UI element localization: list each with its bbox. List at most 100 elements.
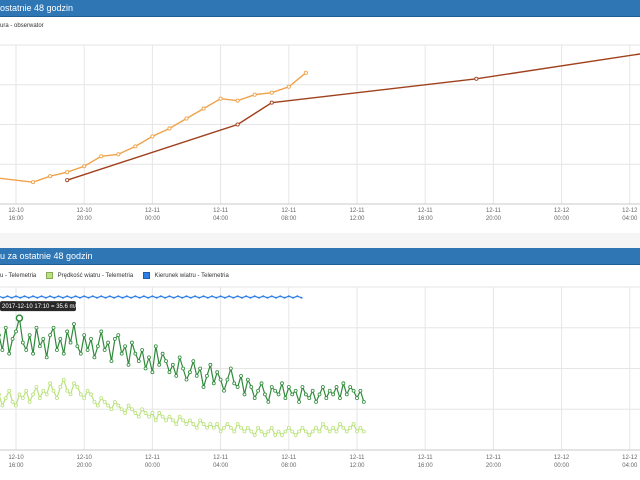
tooltip: 2017-12-10 17:10 = 35.6 m/s [0, 301, 79, 312]
gust-point [37, 344, 42, 349]
wind-legend[interactable]: u - Telemetria Prędkość wiatru - Telemet… [0, 272, 237, 279]
x-tick-date: 12-11 [418, 455, 434, 461]
gust-point [242, 392, 247, 397]
gust-point [215, 370, 220, 375]
speed-point [92, 399, 97, 404]
gust-point [44, 355, 49, 360]
gust-point [327, 388, 332, 393]
speed-point [297, 429, 301, 434]
direction-point [219, 295, 222, 298]
direction-point [108, 295, 111, 298]
speed-point [290, 429, 295, 434]
x-tick-time: 00:00 [145, 216, 161, 222]
temperature-panel-title: ostatnie 48 godzin [0, 3, 74, 13]
x-tick-date: 12-10 [77, 208, 93, 214]
speed-point [232, 429, 237, 434]
direction-point [228, 295, 231, 298]
x-tick-time: 20:00 [77, 216, 93, 222]
x-tick-time: 00:00 [554, 463, 570, 469]
speed-point [61, 377, 66, 382]
direction-point [211, 295, 214, 298]
series-point-0 [116, 152, 121, 157]
series-point-0 [30, 180, 36, 185]
direction-point [61, 296, 64, 299]
wind-chart[interactable]: 12-10 16:00 12-10 20:00 12-11 00:00 12-11 04:00… [0, 265, 640, 480]
speed-point [147, 414, 151, 419]
gust-point [109, 359, 114, 363]
direction-point [142, 295, 145, 298]
temperature-chart[interactable]: 12-10 16:00 12-10 20:00 12-11 00:00 12-11 04:00… [0, 17, 640, 233]
gust-point [58, 336, 63, 341]
x-tick-date: 12-11 [281, 208, 297, 214]
x-tick-time: 20:00 [486, 216, 502, 222]
gust-point [324, 396, 329, 401]
direction-point [49, 295, 52, 298]
temperature-legend-item[interactable]: ura - obserwator [0, 23, 44, 29]
gust-point [10, 336, 15, 341]
speed-point [177, 414, 182, 419]
wind-legend-item-direction[interactable]: Kierunek wiatru - Telemetria [142, 272, 229, 279]
series-point-0 [252, 92, 257, 97]
series-point-1 [235, 122, 240, 127]
x-tick-time: 08:00 [281, 463, 297, 469]
gust-point [136, 359, 141, 363]
direction-point [240, 296, 243, 299]
speed-point [351, 422, 356, 426]
x-tick-date: 12-11 [350, 455, 366, 461]
speed-point [358, 425, 363, 430]
gust-point [24, 348, 29, 352]
direction-point [2, 296, 5, 299]
speed-point [58, 385, 63, 389]
x-tick-time: 04:00 [213, 216, 229, 222]
speed-point [348, 425, 353, 430]
x-tick-time: 20:00 [486, 463, 502, 469]
speed-point [126, 403, 131, 408]
direction-point [6, 295, 9, 298]
speed-point [48, 381, 52, 386]
direction-point [138, 296, 141, 299]
x-tick-time: 00:00 [145, 463, 161, 469]
speed-point [143, 411, 148, 415]
gust-point [78, 351, 83, 356]
speed-swatch [45, 272, 53, 279]
speed-point [133, 411, 138, 415]
direction-point [53, 296, 56, 299]
speed-point [194, 425, 199, 430]
gust-point [188, 370, 192, 375]
tooltip-text: 2017-12-10 17:10 = 35.6 m/s [2, 304, 79, 310]
speed-point [280, 433, 284, 438]
speed-point [10, 399, 15, 404]
x-tick-date: 12-11 [145, 455, 161, 461]
speed-point [228, 425, 233, 430]
gust-point [297, 399, 301, 404]
direction-point [194, 295, 197, 298]
temperature-panel-header: ostatnie 48 godzin [0, 0, 640, 17]
speed-point [167, 414, 172, 419]
direction-point [27, 296, 30, 299]
direction-point [236, 295, 239, 298]
gust-point [3, 325, 8, 330]
speed-point [123, 411, 128, 415]
gust-point [89, 336, 93, 341]
direction-point [113, 296, 116, 299]
wind-legend-item-speed[interactable]: Prędkość wiatru - Telemetria [45, 272, 133, 279]
speed-point [3, 396, 8, 401]
gust-point [61, 351, 66, 356]
gust-point [181, 366, 185, 371]
series-point-0 [48, 174, 53, 179]
x-tick-time: 16:00 [8, 463, 24, 469]
direction-point [91, 295, 94, 298]
gust-point [314, 399, 318, 404]
wind-legend-item-gust[interactable]: u - Telemetria [0, 273, 36, 279]
gust-point [14, 329, 18, 334]
gust-point [85, 348, 90, 352]
speed-point [331, 425, 336, 430]
gust-point [235, 385, 240, 389]
x-tick-date: 12-12 [622, 208, 638, 214]
speed-point [78, 392, 83, 397]
speed-point [320, 422, 325, 426]
gust-point [280, 381, 284, 386]
speed-point [68, 392, 73, 397]
temperature-legend[interactable]: ura - obserwator [0, 23, 52, 29]
gust-point [228, 366, 233, 371]
